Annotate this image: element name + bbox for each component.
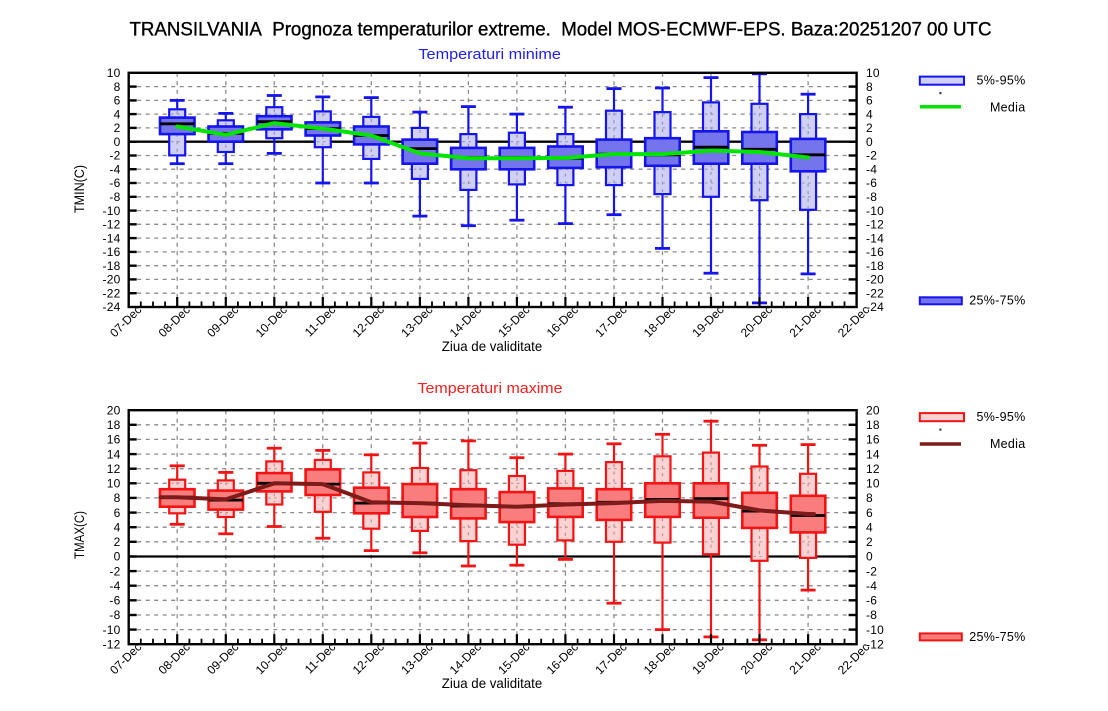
svg-text:-4: -4 xyxy=(866,579,877,593)
svg-text:0: 0 xyxy=(114,135,121,149)
svg-text:-4: -4 xyxy=(109,579,120,593)
svg-text:-6: -6 xyxy=(866,594,877,608)
svg-text:2: 2 xyxy=(866,535,873,549)
svg-text:-24: -24 xyxy=(866,300,884,314)
svg-text:-8: -8 xyxy=(866,608,877,622)
svg-text:-24: -24 xyxy=(103,300,121,314)
svg-text:4: 4 xyxy=(866,107,873,121)
svg-text:2: 2 xyxy=(114,535,121,549)
svg-text:18: 18 xyxy=(866,418,880,432)
svg-text:Media: Media xyxy=(990,437,1026,451)
svg-text:-4: -4 xyxy=(866,162,877,176)
svg-text:-10: -10 xyxy=(103,623,121,637)
svg-text:-16: -16 xyxy=(866,245,884,259)
svg-text:TMAX(C): TMAX(C) xyxy=(72,511,87,559)
svg-text:-12: -12 xyxy=(103,637,121,651)
svg-text:-14: -14 xyxy=(103,231,121,245)
svg-text:-16: -16 xyxy=(103,245,121,259)
svg-text:6: 6 xyxy=(114,94,121,108)
svg-text:8: 8 xyxy=(866,80,873,94)
svg-text:TRANSILVANIA Prognoza tempera: TRANSILVANIA Prognoza temperaturilor ext… xyxy=(130,20,992,41)
svg-text:10: 10 xyxy=(866,66,880,80)
svg-text:10: 10 xyxy=(107,66,121,80)
svg-text:-12: -12 xyxy=(103,218,121,232)
svg-text:8: 8 xyxy=(114,80,121,94)
svg-text:-2: -2 xyxy=(866,564,877,578)
svg-text:-20: -20 xyxy=(866,273,884,287)
svg-text:-6: -6 xyxy=(866,176,877,190)
svg-text:-10: -10 xyxy=(103,204,121,218)
svg-text:10: 10 xyxy=(107,477,121,491)
svg-text:-6: -6 xyxy=(109,176,120,190)
svg-text:4: 4 xyxy=(866,520,873,534)
svg-text:4: 4 xyxy=(114,107,121,121)
svg-text:6: 6 xyxy=(114,506,121,520)
svg-text:12: 12 xyxy=(107,462,121,476)
svg-text:10: 10 xyxy=(866,477,880,491)
svg-text:25%-75%: 25%-75% xyxy=(969,294,1025,308)
svg-text:TMIN(C): TMIN(C) xyxy=(72,165,87,213)
svg-text:-22: -22 xyxy=(866,286,884,300)
svg-text:Temperaturi maxime: Temperaturi maxime xyxy=(418,380,563,397)
svg-text:6: 6 xyxy=(866,94,873,108)
svg-text:0: 0 xyxy=(114,550,121,564)
svg-text:Ziua de validitate: Ziua de validitate xyxy=(442,338,543,354)
svg-text:-12: -12 xyxy=(866,218,884,232)
svg-text:16: 16 xyxy=(107,433,121,447)
svg-text:0: 0 xyxy=(866,550,873,564)
svg-text:-4: -4 xyxy=(109,162,120,176)
svg-text:5%-95%: 5%-95% xyxy=(976,73,1025,87)
svg-text:2: 2 xyxy=(866,121,873,135)
svg-text:6: 6 xyxy=(866,506,873,520)
svg-text:-10: -10 xyxy=(866,204,884,218)
svg-text:-2: -2 xyxy=(866,149,877,163)
svg-text:-22: -22 xyxy=(103,286,121,300)
svg-text:-8: -8 xyxy=(866,190,877,204)
svg-text:-18: -18 xyxy=(866,259,884,273)
svg-text:-14: -14 xyxy=(866,231,884,245)
svg-text:2: 2 xyxy=(114,121,121,135)
svg-text:-8: -8 xyxy=(109,190,120,204)
svg-text:-10: -10 xyxy=(866,623,884,637)
svg-text:-18: -18 xyxy=(103,259,121,273)
svg-text:25%-75%: 25%-75% xyxy=(969,630,1025,644)
svg-text:8: 8 xyxy=(114,491,121,505)
svg-text:Temperaturi minime: Temperaturi minime xyxy=(418,46,561,63)
svg-text:-20: -20 xyxy=(103,273,121,287)
svg-text:20: 20 xyxy=(866,403,880,417)
svg-text:4: 4 xyxy=(114,520,121,534)
svg-text:-2: -2 xyxy=(109,149,120,163)
svg-text:-12: -12 xyxy=(866,637,884,651)
svg-text:14: 14 xyxy=(866,447,880,461)
svg-text:12: 12 xyxy=(866,462,880,476)
svg-text:18: 18 xyxy=(107,418,121,432)
svg-text:16: 16 xyxy=(866,433,880,447)
svg-text:-8: -8 xyxy=(109,608,120,622)
svg-text:20: 20 xyxy=(107,403,121,417)
svg-text:5%-95%: 5%-95% xyxy=(976,410,1025,424)
svg-text:14: 14 xyxy=(107,447,121,461)
svg-text:-2: -2 xyxy=(109,564,120,578)
svg-text:0: 0 xyxy=(866,135,873,149)
svg-text:Ziua de validitate: Ziua de validitate xyxy=(442,675,543,691)
svg-text:Media: Media xyxy=(990,101,1026,115)
svg-text:-6: -6 xyxy=(109,594,120,608)
svg-text:8: 8 xyxy=(866,491,873,505)
